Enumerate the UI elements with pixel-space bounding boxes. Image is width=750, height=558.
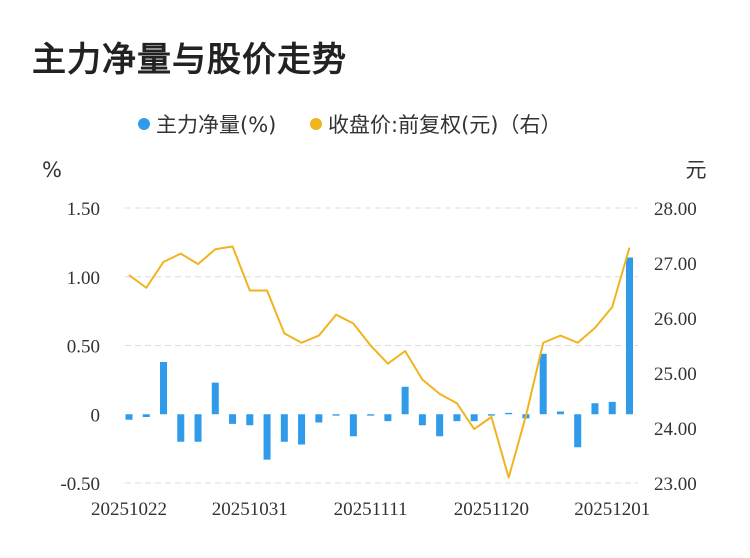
y-right-tick-label: 25.00	[654, 364, 697, 385]
bar	[384, 414, 392, 422]
bar	[453, 414, 461, 422]
bar	[280, 414, 288, 442]
bar	[367, 414, 375, 416]
bar	[487, 414, 495, 416]
y-left-tick-label: 1.50	[67, 199, 100, 220]
bar	[229, 414, 237, 424]
x-tick-label: 20251111	[334, 499, 408, 520]
bar	[556, 411, 564, 415]
legend-marker-net-volume	[138, 118, 150, 130]
y-right-unit-label: 元	[686, 158, 707, 182]
bar	[625, 257, 633, 415]
bar	[505, 412, 513, 415]
bar	[401, 386, 409, 415]
y-right-tick-label: 23.00	[654, 474, 697, 495]
bar	[349, 414, 357, 437]
legend-label-net-volume: 主力净量(%)	[156, 113, 276, 137]
x-tick-label: 20251022	[91, 499, 167, 520]
y-right-tick-label: 27.00	[654, 254, 697, 275]
y-left-unit-label: %	[42, 158, 62, 182]
bar	[142, 414, 150, 417]
bar	[436, 414, 444, 437]
bar	[194, 414, 202, 442]
bar	[591, 403, 599, 415]
bar	[177, 414, 185, 442]
bar	[246, 414, 254, 426]
x-tick-label: 20251031	[212, 499, 288, 520]
y-left-tick-label: 0.50	[67, 337, 100, 358]
y-right-tick-label: 28.00	[654, 199, 697, 220]
chart-title: 主力净量与股价走势	[32, 40, 347, 80]
bar	[160, 362, 168, 415]
legend-marker-close-price	[310, 118, 322, 130]
x-tick-label: 20251201	[574, 499, 650, 520]
bar	[125, 414, 133, 420]
x-tick-label: 20251120	[454, 499, 529, 520]
bar	[332, 414, 340, 416]
y-left-tick-label: 1.00	[67, 268, 100, 289]
bar	[418, 414, 426, 426]
bar	[298, 414, 306, 445]
bar	[211, 382, 219, 415]
bar	[608, 401, 616, 415]
bar	[315, 414, 323, 423]
y-right-tick-label: 24.00	[654, 419, 697, 440]
y-right-tick-label: 26.00	[654, 309, 697, 330]
y-left-tick-label: -0.50	[60, 474, 100, 495]
y-left-tick-label: 0	[91, 405, 101, 426]
bar	[539, 353, 547, 415]
bar	[470, 414, 478, 422]
bar	[263, 414, 271, 460]
legend-label-close-price: 收盘价:前复权(元)（右）	[328, 113, 561, 137]
bar	[574, 414, 582, 448]
price-line	[128, 245, 631, 479]
